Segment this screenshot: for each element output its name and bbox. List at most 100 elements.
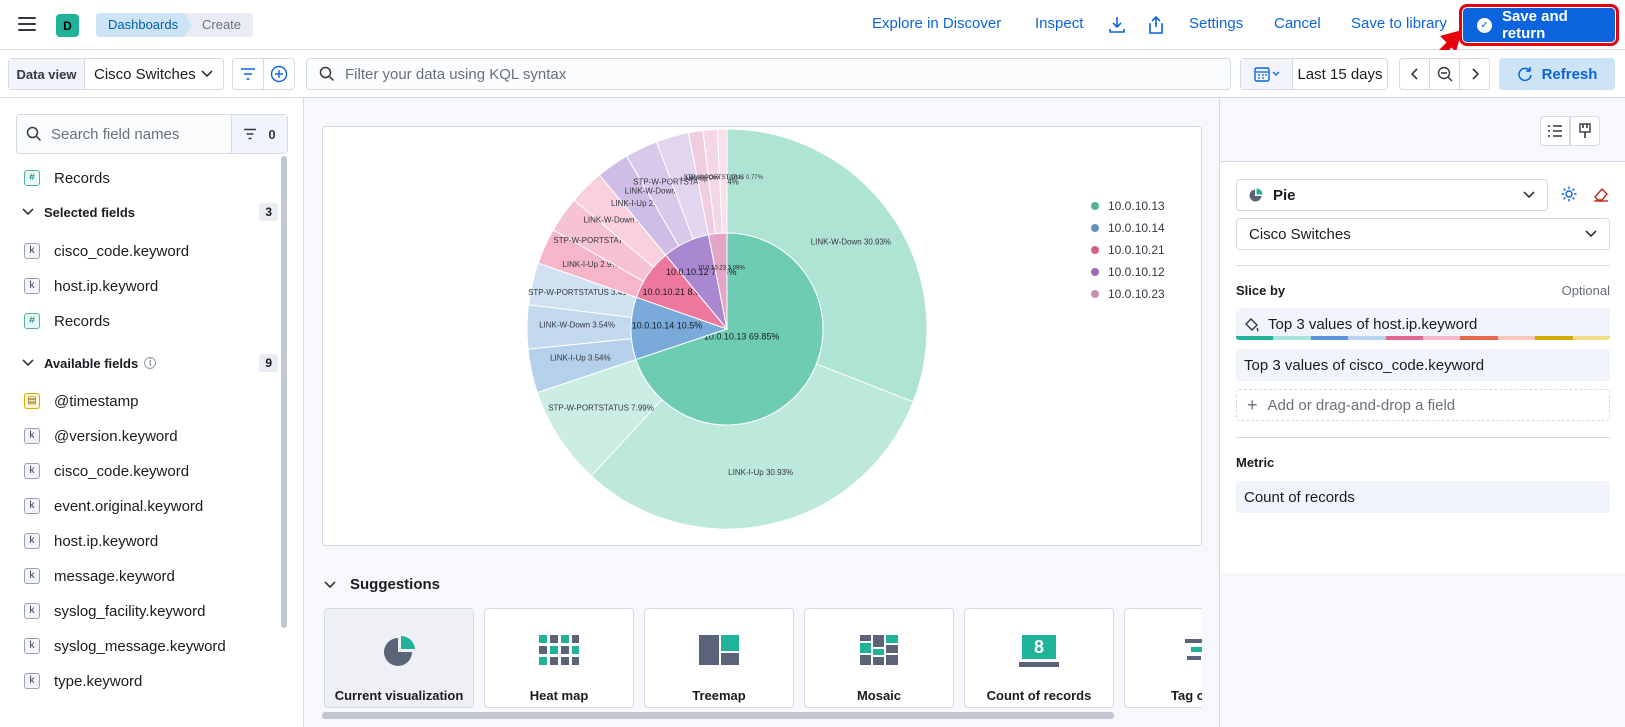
next-range-button[interactable] xyxy=(1459,58,1490,90)
inspect-link[interactable]: Inspect xyxy=(1035,15,1084,32)
selected-fields-section[interactable]: Selected fields 3 xyxy=(22,200,278,224)
available-field-item[interactable]: k syslog_facility.keyword xyxy=(24,599,205,623)
suggestion-heat-map[interactable]: Heat map xyxy=(484,608,634,708)
menu-icon[interactable] xyxy=(18,16,38,34)
data-view-picker[interactable]: Data view Cisco Switches xyxy=(8,58,224,90)
available-field-item[interactable]: k host.ip.keyword xyxy=(24,529,158,553)
suggestion-tag-cloud[interactable]: Tag c xyxy=(1124,608,1202,708)
legend-dot-icon xyxy=(1091,246,1099,254)
breadcrumb-dashboards[interactable]: Dashboards xyxy=(96,13,196,37)
pie-outer-label: STP-W-PORTSTATUS 3.41% xyxy=(528,288,634,297)
field-search-input[interactable] xyxy=(51,115,231,153)
refresh-label: Refresh xyxy=(1541,65,1598,83)
kql-input[interactable] xyxy=(345,65,1205,83)
layer-dataview-select[interactable]: Cisco Switches xyxy=(1236,218,1610,250)
suggestion-label: Mosaic xyxy=(856,688,902,703)
field-name: syslog_message.keyword xyxy=(54,637,226,655)
field-name: host.ip.keyword xyxy=(54,532,159,550)
available-field-item[interactable]: k type.keyword xyxy=(24,669,142,693)
keyword-type-icon: k xyxy=(24,568,40,584)
selected-field-item[interactable]: # Records xyxy=(24,309,110,333)
save-to-library-link[interactable]: Save to library xyxy=(1351,15,1447,32)
config-panel: Pie Cisco Switches Slice by Optional Top… xyxy=(1219,98,1625,727)
pie-inner-label: 10.0.10.21 8.63% xyxy=(642,287,713,297)
refresh-icon xyxy=(1517,67,1532,82)
download-icon[interactable] xyxy=(1106,14,1128,36)
date-range-text[interactable]: Last 15 days xyxy=(1297,65,1383,83)
dimension-label: Top 3 values of cisco_code.keyword xyxy=(1244,356,1485,374)
available-field-item[interactable]: k cisco_code.keyword xyxy=(24,459,189,483)
suggestions-scrollbar[interactable] xyxy=(322,712,1114,719)
chevron-left-icon xyxy=(1410,68,1418,80)
suggestions-toggle[interactable]: Suggestions xyxy=(324,576,440,593)
available-field-item[interactable]: k @version.keyword xyxy=(24,424,178,448)
clear-layer-icon[interactable] xyxy=(1590,183,1612,205)
legend-item[interactable]: 10.0.10.12 xyxy=(1091,261,1165,283)
available-field-item[interactable]: k message.keyword xyxy=(24,564,175,588)
legend-item[interactable]: 10.0.10.23 xyxy=(1091,283,1165,305)
add-filter-button[interactable] xyxy=(263,58,295,90)
cancel-link[interactable]: Cancel xyxy=(1274,15,1321,32)
space-avatar[interactable]: D xyxy=(56,14,79,37)
layer-settings-icon[interactable] xyxy=(1558,183,1580,205)
field-name: message.keyword xyxy=(54,567,175,585)
list-view-button[interactable] xyxy=(1540,116,1570,146)
pie-outer-label: STP-W-PORTSTATUS 2.64% xyxy=(633,178,739,187)
suggestion-label: Count of records xyxy=(986,688,1092,703)
kql-search-bar[interactable] xyxy=(306,58,1231,90)
previous-range-button[interactable] xyxy=(1399,58,1430,90)
zoom-out-icon xyxy=(1437,66,1452,82)
breadcrumb-create: Create xyxy=(184,13,254,37)
selected-field-item[interactable]: k host.ip.keyword xyxy=(24,274,158,298)
pie-chart[interactable]: LINK-W-Down 30.93% LINK-I-Up 30.93% STP-W-… xyxy=(323,127,1202,546)
chart-type-select[interactable]: Pie xyxy=(1236,179,1548,211)
suggestion-count-of-records[interactable]: 8 Count of records xyxy=(964,608,1114,708)
field-filter-button[interactable]: 0 xyxy=(231,115,287,153)
available-fields-section[interactable]: Available fields i 9 xyxy=(22,351,278,375)
legend-item[interactable]: 10.0.10.21 xyxy=(1091,239,1165,261)
suggestion-label: Treemap xyxy=(692,688,746,703)
info-icon[interactable]: i xyxy=(144,357,157,369)
settings-link[interactable]: Settings xyxy=(1189,15,1244,32)
divider xyxy=(1236,265,1610,266)
plus-icon: + xyxy=(1247,394,1258,415)
date-picker[interactable]: Last 15 days xyxy=(1240,58,1388,90)
share-icon[interactable] xyxy=(1145,14,1167,36)
available-field-item[interactable]: k event.original.keyword xyxy=(24,494,203,518)
filter-options-button[interactable] xyxy=(232,58,264,90)
suggestion-treemap[interactable]: Treemap xyxy=(644,608,794,708)
brush-icon xyxy=(1579,123,1591,138)
legend-item[interactable]: 10.0.10.14 xyxy=(1091,217,1165,239)
legend-dot-icon xyxy=(1091,202,1099,210)
suggestion-mosaic[interactable]: Mosaic xyxy=(804,608,954,708)
style-button[interactable] xyxy=(1570,116,1600,146)
zoom-out-button[interactable] xyxy=(1429,58,1460,90)
legend-item[interactable]: 10.0.10.13 xyxy=(1091,195,1165,217)
available-field-item[interactable]: ▤ @timestamp xyxy=(24,389,138,413)
data-view-select[interactable]: Cisco Switches xyxy=(85,59,223,89)
chart-type-value: Pie xyxy=(1273,186,1296,204)
legend-dot-icon xyxy=(1091,290,1099,298)
available-field-item[interactable]: k syslog_message.keyword xyxy=(24,634,226,658)
field-list-scrollbar[interactable] xyxy=(281,156,287,628)
field-item-records[interactable]: # Records xyxy=(24,166,110,190)
pie-inner-slice[interactable] xyxy=(635,232,824,426)
pie-inner-slice[interactable] xyxy=(707,232,728,330)
explore-in-discover-link[interactable]: Explore in Discover xyxy=(872,15,1002,32)
suggestion-current-visualization[interactable]: Current visualization xyxy=(324,608,474,708)
save-and-return-button[interactable]: ✓ Save and return xyxy=(1459,4,1619,46)
field-name: event.original.keyword xyxy=(54,497,204,515)
metric-dimension[interactable]: Count of records xyxy=(1236,481,1610,513)
keyword-type-icon: k xyxy=(24,278,40,294)
field-search[interactable]: 0 xyxy=(16,114,288,154)
refresh-button[interactable]: Refresh xyxy=(1499,58,1615,90)
add-field-drop-zone[interactable]: + Add or drag-and-drop a field xyxy=(1236,389,1610,421)
calendar-icon xyxy=(1253,67,1279,82)
section-title: Available fields xyxy=(44,355,139,371)
quick-select-button[interactable] xyxy=(1241,59,1293,89)
selected-field-item[interactable]: k cisco_code.keyword xyxy=(24,239,189,263)
slice-dimension-cisco-code[interactable]: Top 3 values of cisco_code.keyword xyxy=(1236,349,1610,381)
field-name: Records xyxy=(54,312,110,330)
slice-dimension-host-ip[interactable]: Top 3 values of host.ip.keyword xyxy=(1236,308,1610,340)
divider xyxy=(1236,437,1610,438)
